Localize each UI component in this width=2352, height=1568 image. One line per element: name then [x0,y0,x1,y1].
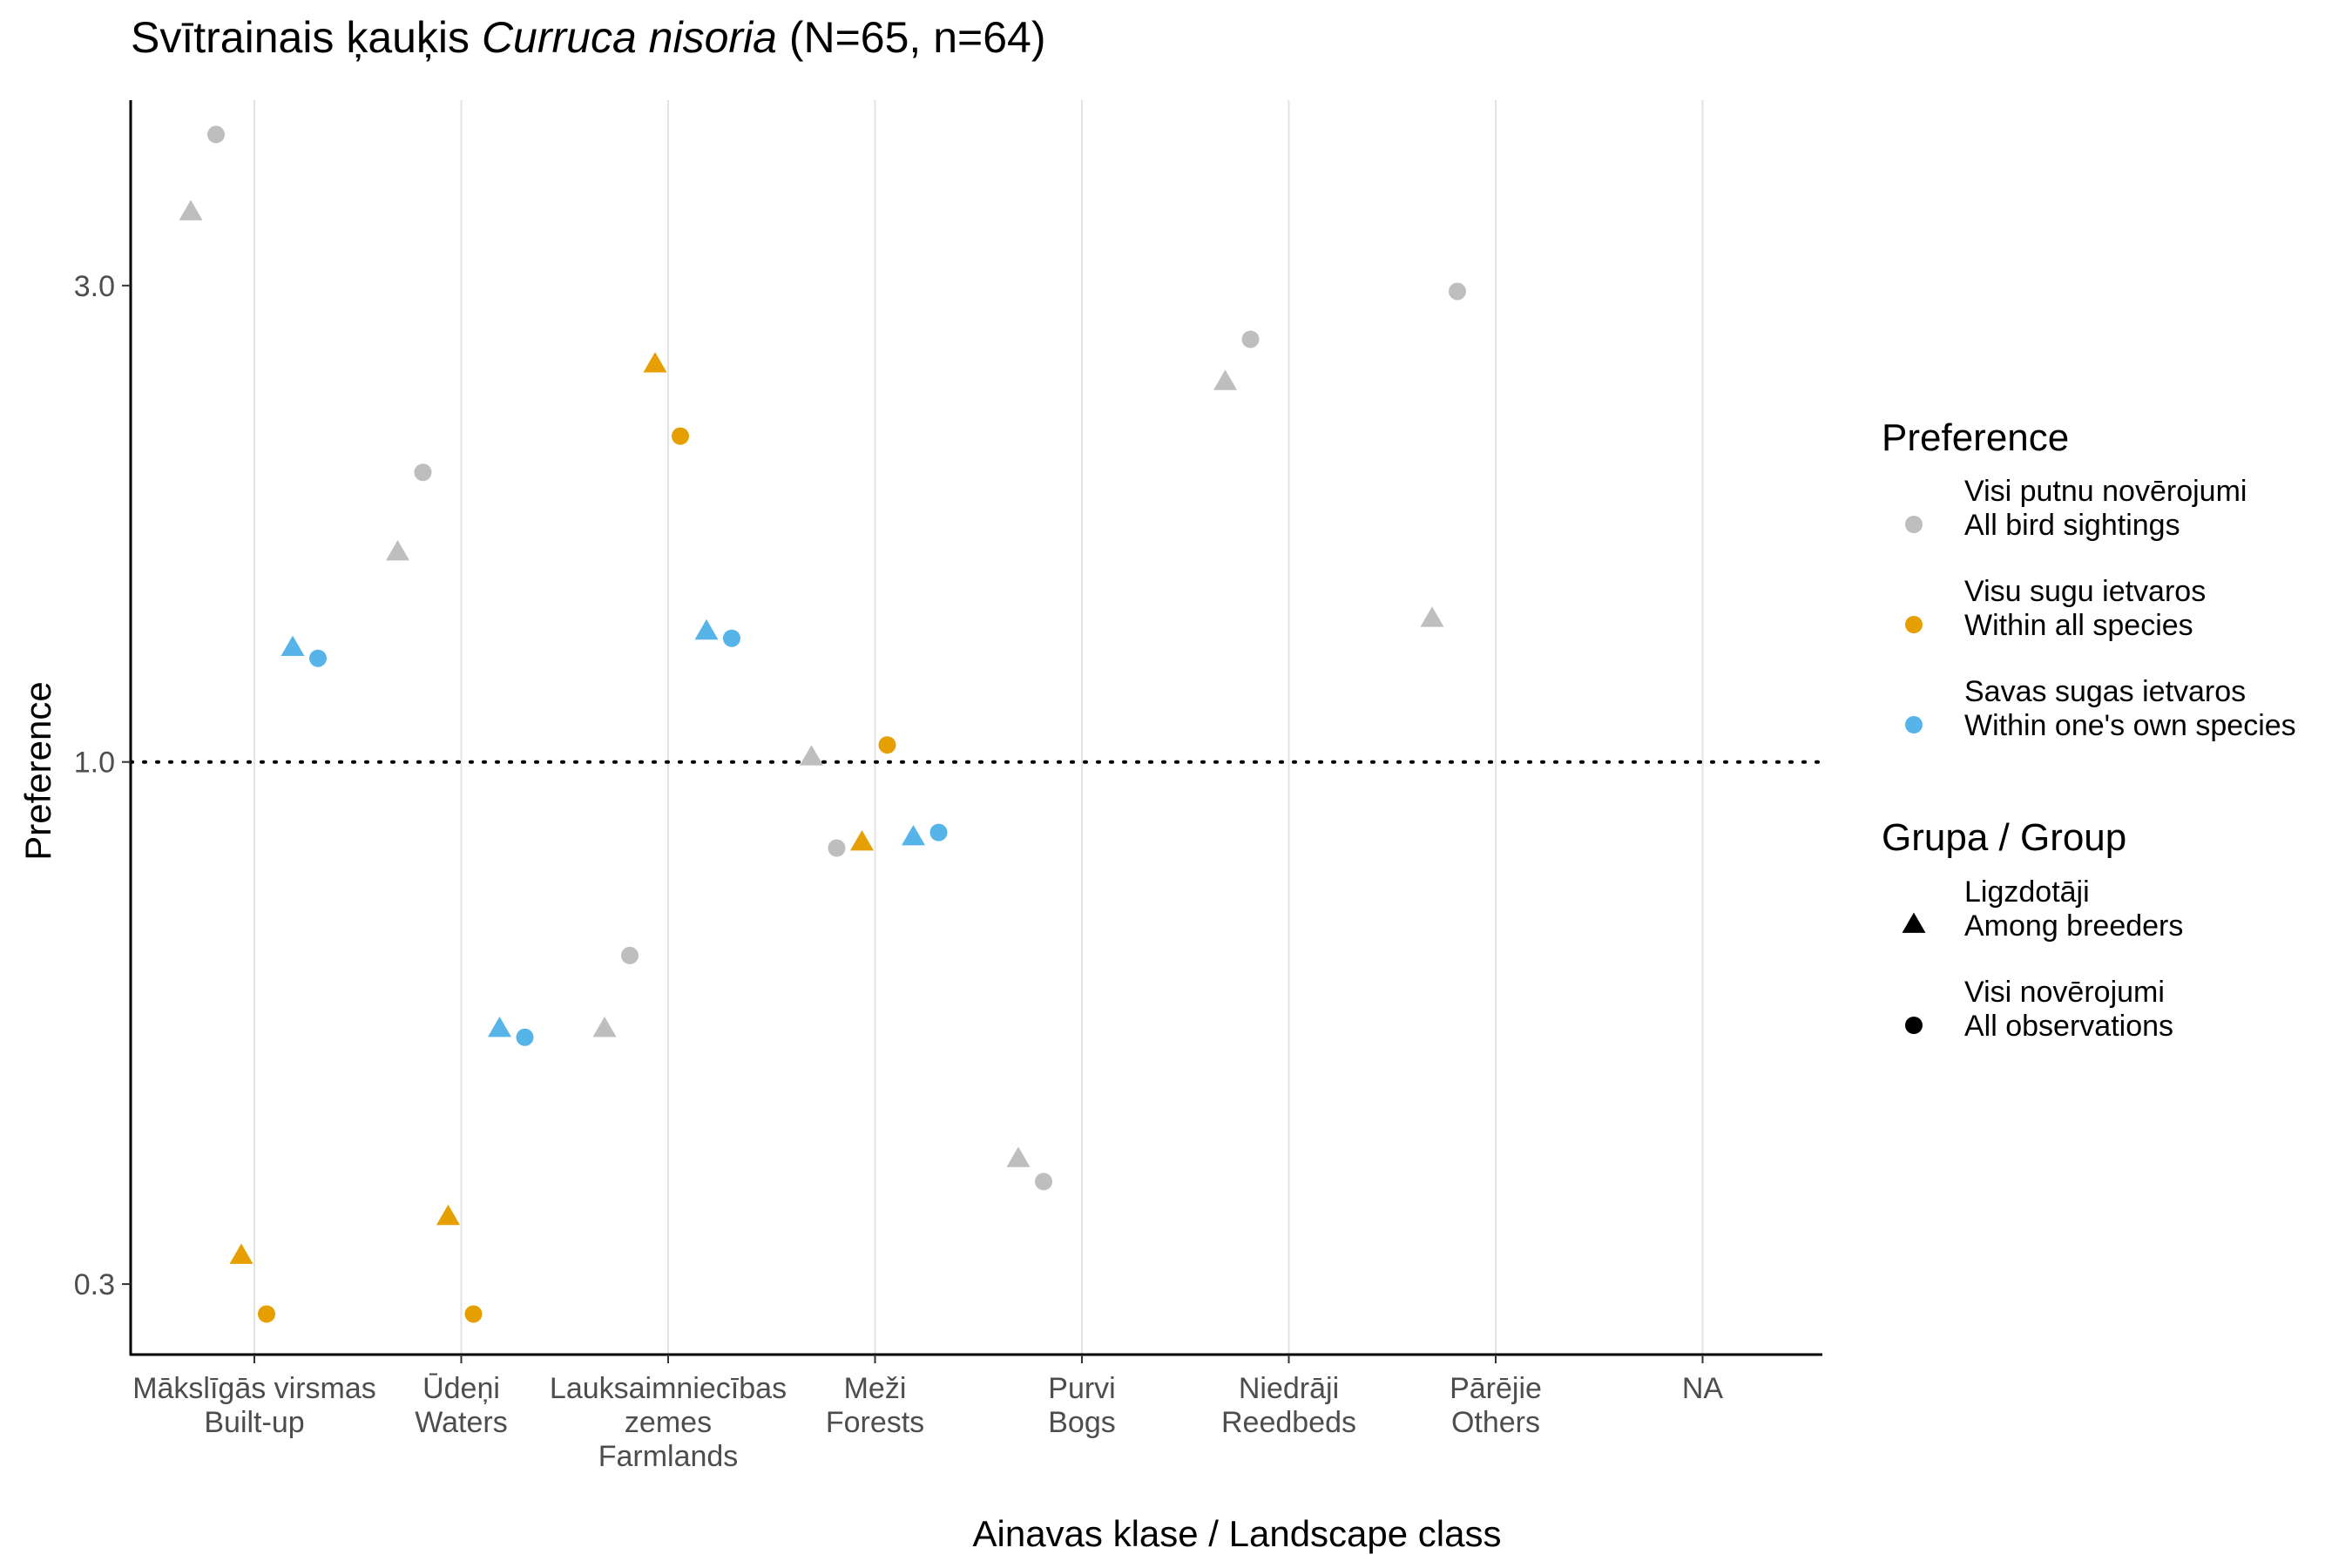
data-point-triangle [229,1243,253,1264]
legend-key-circle [1905,716,1923,733]
legend-item-all-observations: Visi novērojumi All observations [1964,976,2174,1043]
data-point-circle [878,736,896,754]
y-axis-label: Preference [17,681,58,860]
y-tick-label: 0.3 [74,1268,115,1301]
data-point-triangle [280,635,305,656]
x-tick-label: Farmlands [598,1440,739,1473]
data-point-circle [464,1305,483,1323]
grid [253,100,1704,1355]
y-ticks: 0.3 1.0 3.0 [74,270,131,1301]
data-point-triangle [436,1204,460,1226]
data-points [179,125,1466,1323]
data-point-circle [207,125,225,144]
title-suffix: (N=65, n=64) [776,13,1046,62]
data-point-triangle [1213,369,1237,390]
data-point-circle [723,629,740,647]
data-point-triangle [488,1016,511,1037]
legend-item-within-all-species: Visu sugu ietvaros Within all species [1964,575,2207,642]
data-point-triangle [179,199,203,220]
x-tick-label: Purvi [1048,1372,1115,1405]
x-tick-label: Niedrāji [1239,1372,1339,1405]
x-tick-label: Ūdeņi [422,1372,500,1405]
data-point-circle [828,839,846,857]
data-point-triangle [800,745,823,766]
x-tick-label: Bogs [1048,1406,1116,1439]
x-tick-label: Reedbeds [1221,1406,1356,1439]
data-point-triangle [902,825,925,846]
legend-item-breeders: Ligzdotāji Among breeders [1964,875,2184,943]
x-tick-label: Forests [826,1406,924,1439]
data-point-triangle [694,618,719,640]
x-tick-label: Waters [415,1406,507,1439]
data-point-circle [672,427,689,445]
data-point-triangle [643,352,667,373]
data-point-circle [621,946,639,964]
legend-keys [1902,516,1926,1034]
legend-item-all-bird-sightings: Visi putnu novērojumi All bird sightings [1964,475,2247,542]
data-point-circle [414,463,432,482]
data-point-circle [1449,282,1466,301]
legend-preference-title: Preference [1882,416,2070,459]
x-tick-label: Mākslīgās virsmas [132,1372,376,1405]
x-tick-label: zemes [625,1406,712,1439]
legend-group-title: Grupa / Group [1882,816,2127,859]
data-point-circle [1241,330,1260,348]
data-point-triangle [592,1016,617,1037]
legend-key-circle [1905,616,1923,633]
data-point-triangle [1420,606,1444,627]
x-tick-label: Built-up [204,1406,304,1439]
data-point-circle [516,1028,534,1046]
data-point-triangle [850,829,874,851]
legend-item-within-own-species: Savas sugas ietvaros Within one's own sp… [1964,675,2296,742]
title-species: Curruca nisoria [481,13,777,62]
data-point-circle [258,1305,275,1323]
chart-title: Svītrainais ķauķis Curruca nisoria (N=65… [131,12,1045,63]
x-tick-label: Others [1451,1406,1540,1439]
x-tick-label: NA [1682,1372,1724,1405]
data-point-circle [929,823,948,841]
axes [129,100,1822,1356]
data-point-triangle [386,540,409,561]
legend-key-circle [1905,1017,1923,1034]
x-tick-label: Lauksaimniecības [550,1372,787,1405]
data-point-circle [309,649,327,667]
data-point-triangle [1006,1146,1031,1167]
x-tick-label: Pārējie [1450,1372,1542,1405]
y-tick-label: 3.0 [74,270,115,303]
title-prefix: Svītrainais ķauķis [131,13,482,62]
x-tick-label: Meži [844,1372,907,1405]
data-point-circle [1035,1173,1052,1191]
legend-key-circle [1905,516,1923,533]
legend-key-triangle [1902,912,1926,933]
y-tick-label: 1.0 [74,747,115,780]
x-axis-label: Ainavas klase / Landscape class [972,1513,1501,1554]
